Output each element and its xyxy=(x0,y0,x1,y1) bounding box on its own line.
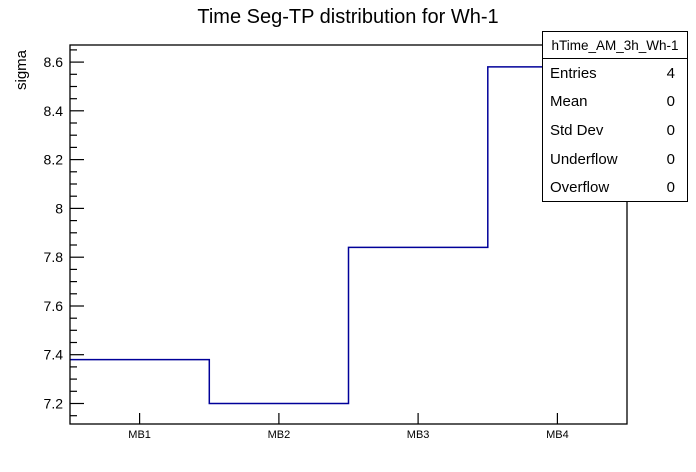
plot-title: Time Seg-TP distribution for Wh-1 xyxy=(197,6,499,28)
stats-box: hTime_AM_3h_Wh-1 Entries 4 Mean 0 Std De… xyxy=(542,31,688,202)
stat-value: 0 xyxy=(666,179,675,197)
stats-row-entries: Entries 4 xyxy=(543,59,687,88)
x-axis-tick-label: MB2 xyxy=(268,429,291,441)
stats-row-mean: Mean 0 xyxy=(543,88,687,117)
stat-label: Overflow xyxy=(550,179,610,197)
histogram-step-line xyxy=(70,66,627,405)
y-axis-tick-label: 7.2 xyxy=(44,396,64,412)
stats-box-rows: Entries 4 Mean 0 Std Dev 0 Underflow 0 O… xyxy=(543,59,687,202)
stat-label: Mean xyxy=(550,93,588,111)
x-axis-tick-label: MB1 xyxy=(128,429,151,441)
y-axis-tick-label: 7.4 xyxy=(44,347,64,363)
y-axis-tick-label: 8.4 xyxy=(44,103,64,119)
y-axis-tick-label: 7.6 xyxy=(44,298,64,314)
y-axis-tick-label: 8.2 xyxy=(44,152,64,168)
stats-box-title: hTime_AM_3h_Wh-1 xyxy=(543,32,687,59)
stat-label: Entries xyxy=(550,64,597,82)
stats-row-stddev: Std Dev 0 xyxy=(543,116,687,145)
stat-value: 0 xyxy=(666,150,675,168)
y-axis-tick-label: 8.6 xyxy=(44,54,64,70)
stat-value: 4 xyxy=(666,64,675,82)
stat-value: 0 xyxy=(666,121,675,139)
x-axis-tick-label: MB4 xyxy=(546,429,569,441)
x-axis-tick-label: MB3 xyxy=(407,429,430,441)
y-axis-tick-label: 7.8 xyxy=(44,249,64,265)
stat-label: Std Dev xyxy=(550,121,604,139)
stat-label: Underflow xyxy=(550,150,618,168)
stats-row-underflow: Underflow 0 xyxy=(543,145,687,174)
y-axis-tick-label: 8 xyxy=(55,200,63,216)
plot-frame xyxy=(69,44,628,425)
stats-row-overflow: Overflow 0 xyxy=(543,173,687,202)
stat-value: 0 xyxy=(666,93,675,111)
